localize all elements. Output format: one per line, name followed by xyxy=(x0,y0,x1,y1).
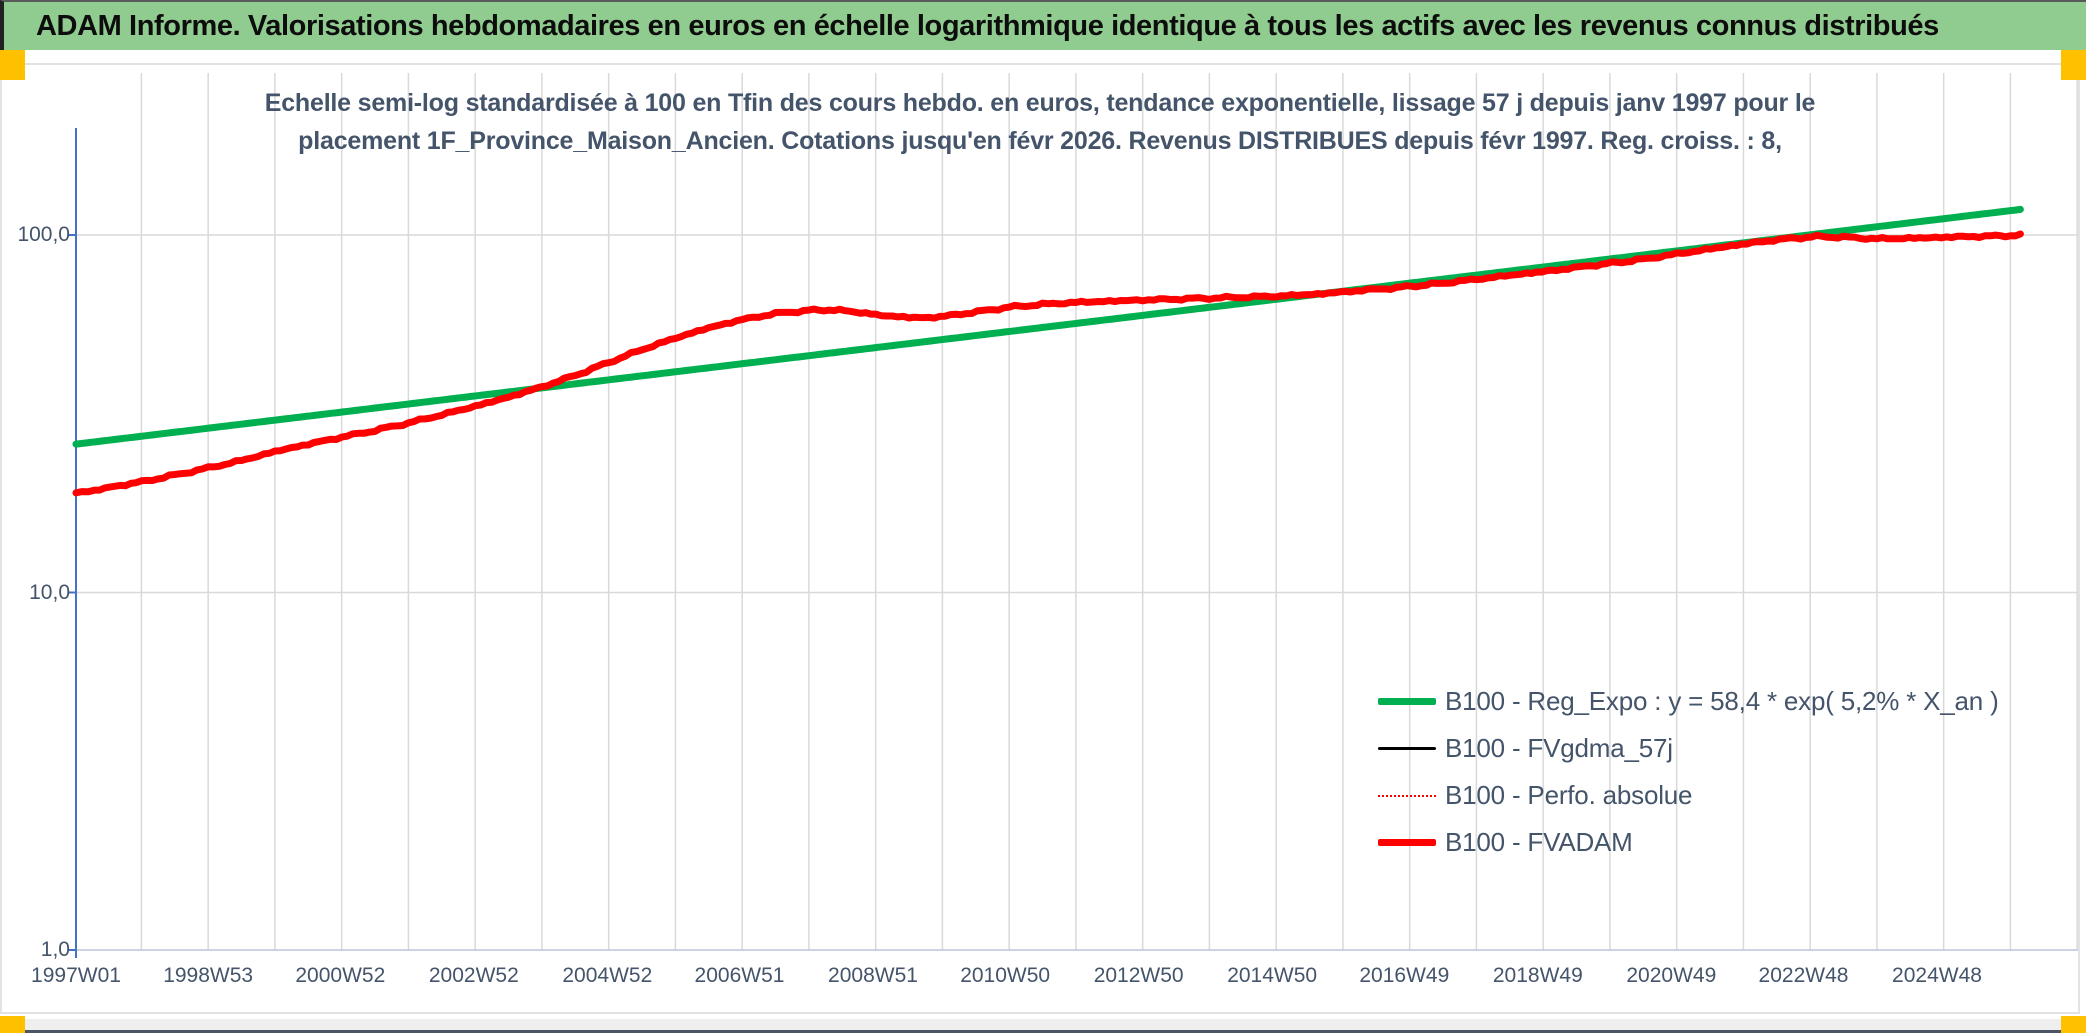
header-bar: ADAM Informe. Valorisations hebdomadaire… xyxy=(0,0,2086,50)
legend-line-sample xyxy=(1378,794,1436,797)
bottom-window-edge xyxy=(0,1030,2086,1033)
legend-label: B100 - Reg_Expo : y = 58,4 * exp( 5,2% *… xyxy=(1445,686,1999,716)
y-tick-label: 1,0 xyxy=(40,938,70,961)
x-tick-label: 2018W49 xyxy=(1492,964,1583,987)
resize-handle-top-right[interactable] xyxy=(2061,50,2086,80)
legend-label: B100 - Perfo. absolue xyxy=(1445,780,1693,810)
x-tick-label: 2012W50 xyxy=(1093,964,1184,987)
y-tick-label: 10,0 xyxy=(29,580,70,604)
x-tick-label: 2016W49 xyxy=(1359,964,1450,987)
legend-item[interactable]: B100 - Perfo. absolue xyxy=(1378,772,1999,819)
x-tick-label: 2024W48 xyxy=(1892,964,1982,987)
header-title: ADAM Informe. Valorisations hebdomadaire… xyxy=(36,9,1939,42)
legend-label: B100 - FVgdma_57j xyxy=(1445,733,1673,763)
series-b100-fvgdma-57j xyxy=(74,233,2023,495)
legend-item[interactable]: B100 - Reg_Expo : y = 58,4 * exp( 5,2% *… xyxy=(1378,678,1999,725)
x-tick-label: 1997W01 xyxy=(31,964,121,987)
legend-item[interactable]: B100 - FVADAM xyxy=(1378,819,1999,866)
bottom-scroll-strip xyxy=(0,1019,2086,1030)
chart-legend[interactable]: B100 - Reg_Expo : y = 58,4 * exp( 5,2% *… xyxy=(1378,678,1999,866)
x-tick-label: 2004W52 xyxy=(562,964,653,987)
x-tick-label: 2014W50 xyxy=(1227,964,1318,987)
x-tick-label: 1998W53 xyxy=(163,964,254,987)
x-tick-label: 2008W51 xyxy=(828,964,918,987)
x-tick-label: 2010W50 xyxy=(960,964,1051,987)
y-tick-label: 100,0 xyxy=(17,223,70,246)
legend-label: B100 - FVADAM xyxy=(1445,827,1633,857)
chart-title: Echelle semi-log standardisée à 100 en T… xyxy=(0,84,2080,160)
chart-title-line2: placement 1F_Province_Maison_Ancien. Cot… xyxy=(298,127,1782,155)
x-tick-label: 2006W51 xyxy=(694,964,785,987)
legend-item[interactable]: B100 - FVgdma_57j xyxy=(1378,725,1999,772)
legend-line-sample xyxy=(1378,746,1436,751)
legend-line-sample xyxy=(1378,698,1436,705)
series-b100-fvadam xyxy=(72,230,2024,497)
x-tick-label: 2000W52 xyxy=(295,964,386,987)
resize-handle-bottom-right[interactable] xyxy=(2061,1016,2086,1033)
chart-title-line1: Echelle semi-log standardisée à 100 en T… xyxy=(264,89,1816,117)
resize-handle-top-left[interactable] xyxy=(0,50,25,80)
x-tick-label: 2002W52 xyxy=(428,964,519,987)
x-tick-label: 2020W49 xyxy=(1626,964,1717,987)
resize-handle-bottom-left[interactable] xyxy=(0,1016,25,1033)
series-b100-perfo-absolue xyxy=(75,234,2022,494)
x-tick-label: 2022W48 xyxy=(1758,964,1849,987)
chart-frame[interactable] xyxy=(0,63,2080,1014)
legend-line-sample xyxy=(1378,839,1436,846)
